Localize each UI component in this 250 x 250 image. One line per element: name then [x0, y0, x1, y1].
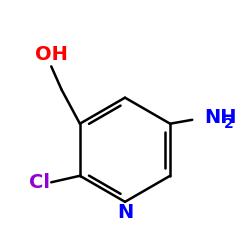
- Text: Cl: Cl: [29, 173, 50, 192]
- Text: OH: OH: [35, 45, 68, 64]
- Text: 2: 2: [224, 118, 233, 132]
- Text: N: N: [117, 203, 133, 222]
- Text: NH: NH: [204, 108, 236, 127]
